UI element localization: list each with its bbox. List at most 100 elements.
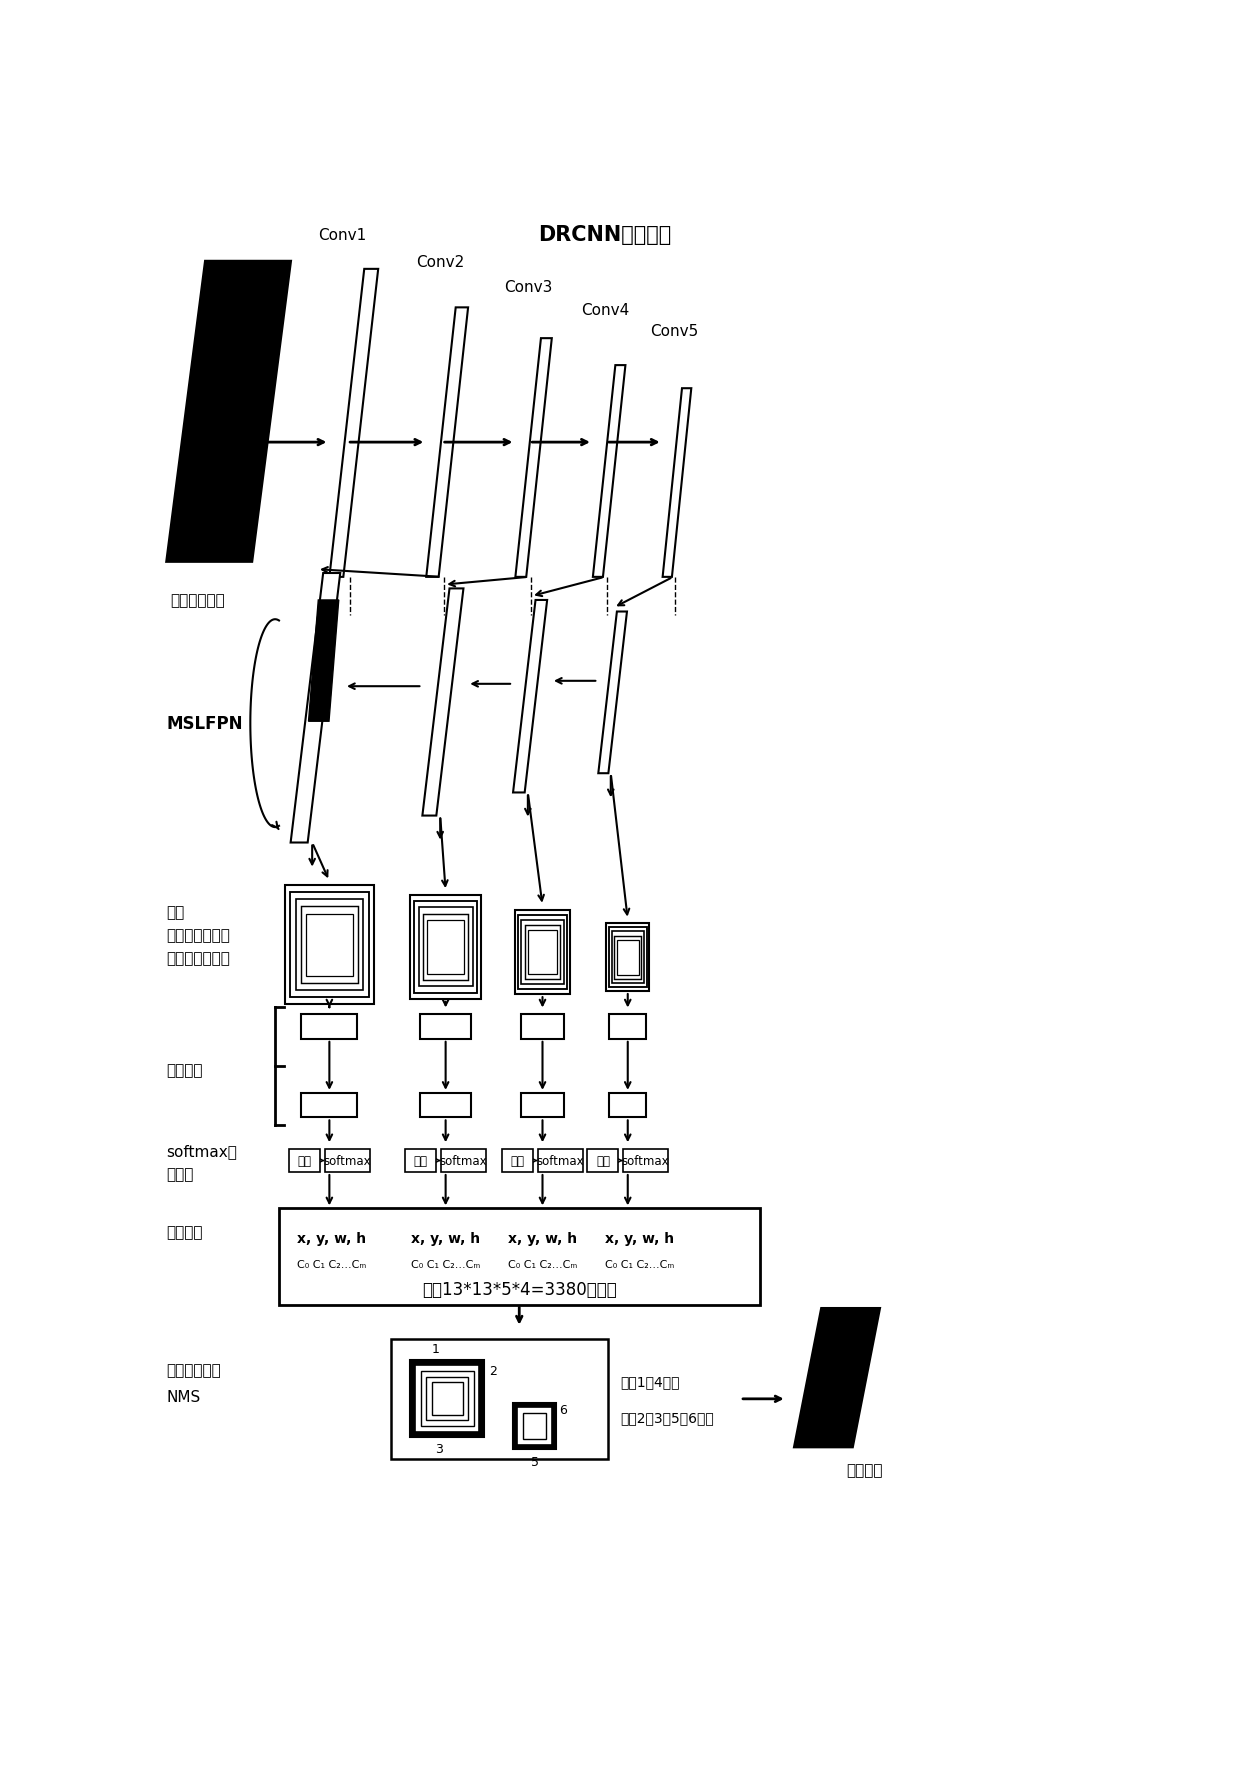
Bar	[415, 1365, 480, 1433]
Bar	[518, 915, 567, 989]
Bar	[515, 910, 570, 995]
Bar	[423, 915, 469, 980]
Bar	[301, 1094, 357, 1117]
Text: C₀ C₁ C₂...Cₘ: C₀ C₁ C₂...Cₘ	[410, 1259, 480, 1269]
Text: Conv3: Conv3	[505, 280, 553, 294]
Bar	[611, 933, 644, 984]
Bar	[420, 1371, 474, 1425]
Text: C₀ C₁ C₂...Cₘ: C₀ C₁ C₂...Cₘ	[298, 1259, 366, 1269]
Text: softmax: softmax	[440, 1154, 487, 1167]
Bar	[405, 1149, 436, 1172]
Text: NMS: NMS	[166, 1390, 201, 1404]
Bar	[513, 1402, 556, 1450]
Text: 回归层: 回归层	[166, 1167, 193, 1181]
Bar	[420, 1014, 471, 1039]
Bar	[301, 906, 358, 984]
Bar	[285, 885, 374, 1005]
Text: 共计13*13*5*4=3380个向量: 共计13*13*5*4=3380个向量	[422, 1280, 616, 1298]
Polygon shape	[309, 601, 339, 722]
Bar	[528, 931, 557, 975]
Bar	[525, 926, 560, 979]
Bar	[523, 1413, 547, 1440]
Text: 回归: 回归	[511, 1154, 525, 1167]
Text: C₀ C₁ C₂...Cₘ: C₀ C₁ C₂...Cₘ	[508, 1259, 577, 1269]
Bar	[521, 1094, 564, 1117]
Text: 1: 1	[432, 1342, 439, 1356]
Text: x, y, w, h: x, y, w, h	[508, 1230, 577, 1245]
Bar	[538, 1149, 583, 1172]
Text: 结果向量: 结果向量	[166, 1223, 203, 1239]
Text: 回归: 回归	[298, 1154, 311, 1167]
Bar	[441, 1149, 486, 1172]
Bar	[588, 1149, 619, 1172]
Text: 检测结果: 检测结果	[846, 1463, 883, 1477]
Text: 锦框: 锦框	[166, 904, 185, 920]
Bar	[432, 1383, 463, 1415]
Polygon shape	[513, 601, 547, 793]
Polygon shape	[290, 574, 340, 842]
Text: 2: 2	[489, 1363, 496, 1378]
Bar	[614, 936, 641, 979]
Text: x, y, w, h: x, y, w, h	[605, 1230, 673, 1245]
Text: softmax: softmax	[324, 1154, 371, 1167]
Bar	[410, 895, 481, 1000]
Polygon shape	[166, 262, 290, 562]
Text: Conv1: Conv1	[319, 227, 367, 243]
Bar	[606, 924, 649, 991]
Bar	[410, 1360, 484, 1438]
Text: 每个子块五个）: 每个子块五个）	[166, 950, 231, 966]
Bar	[301, 1014, 357, 1039]
Text: MSLFPN: MSLFPN	[166, 715, 243, 732]
Bar	[414, 902, 477, 993]
Bar	[419, 908, 472, 988]
Bar	[616, 940, 639, 975]
Polygon shape	[795, 1308, 879, 1447]
Text: softmax: softmax	[621, 1154, 670, 1167]
Bar	[521, 1014, 564, 1039]
Bar	[609, 1094, 646, 1117]
Polygon shape	[593, 365, 625, 578]
Bar	[521, 920, 564, 984]
Text: （每张特征图的: （每张特征图的	[166, 927, 231, 943]
Text: softmax和: softmax和	[166, 1144, 238, 1158]
Bar	[392, 1339, 609, 1459]
Bar	[290, 892, 368, 998]
Text: 回归: 回归	[596, 1154, 610, 1167]
Text: Conv2: Conv2	[417, 255, 464, 269]
Text: 框、2、3、5、6舍弃: 框、2、3、5、6舍弃	[620, 1410, 714, 1424]
Bar	[502, 1149, 533, 1172]
Text: softmax: softmax	[537, 1154, 584, 1167]
Text: 框、1、4保留: 框、1、4保留	[620, 1374, 680, 1388]
Text: 非极大值抑制: 非极大值抑制	[166, 1363, 222, 1378]
Bar	[295, 899, 363, 991]
Bar	[517, 1408, 552, 1445]
Text: DRCNN前向通路: DRCNN前向通路	[538, 225, 671, 245]
Polygon shape	[598, 612, 627, 773]
Text: Conv5: Conv5	[650, 324, 698, 339]
Polygon shape	[330, 269, 378, 578]
Text: 6: 6	[559, 1402, 567, 1417]
Text: x, y, w, h: x, y, w, h	[412, 1230, 480, 1245]
Text: 输入待检图片: 输入待检图片	[170, 592, 224, 608]
Polygon shape	[516, 339, 552, 578]
Bar	[427, 1376, 469, 1420]
Text: Conv4: Conv4	[582, 303, 630, 317]
Polygon shape	[662, 388, 692, 578]
Text: x, y, w, h: x, y, w, h	[298, 1230, 366, 1245]
Bar	[289, 1149, 320, 1172]
Bar	[609, 927, 646, 988]
Bar	[279, 1209, 759, 1305]
Text: 回归: 回归	[414, 1154, 428, 1167]
Bar	[624, 1149, 668, 1172]
Text: 全连接层: 全连接层	[166, 1062, 203, 1078]
Polygon shape	[423, 589, 464, 816]
Polygon shape	[427, 309, 469, 578]
Bar	[325, 1149, 370, 1172]
Text: C₀ C₁ C₂...Cₘ: C₀ C₁ C₂...Cₘ	[605, 1259, 675, 1269]
Bar	[427, 920, 464, 975]
Bar	[609, 1014, 646, 1039]
Bar	[306, 915, 352, 975]
Text: 3: 3	[435, 1441, 444, 1456]
Bar	[420, 1094, 471, 1117]
Text: 5: 5	[531, 1456, 538, 1468]
